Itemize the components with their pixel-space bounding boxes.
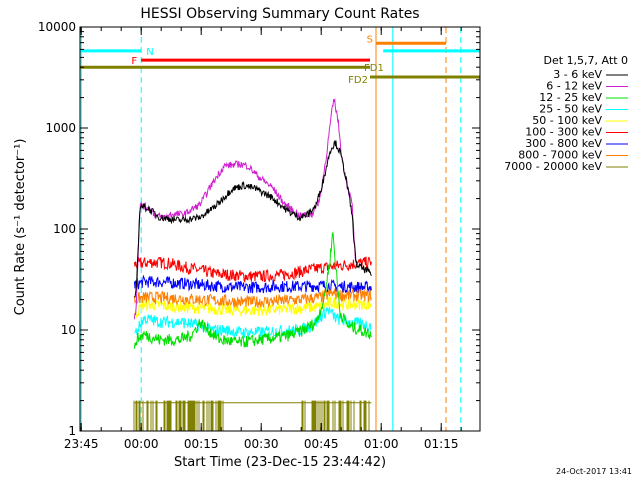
x-tick-label-0: 23:45 bbox=[64, 437, 99, 451]
y-tick-label-4: 10000 bbox=[38, 20, 76, 34]
spike-range-1 bbox=[301, 400, 370, 431]
x-tick-label-5: 01:00 bbox=[364, 437, 399, 451]
spike-range-0 bbox=[133, 400, 224, 431]
series-line-7 bbox=[133, 287, 372, 309]
series-line-6 bbox=[133, 274, 372, 294]
plot-axes: 23:45 00:00 00:15 00:30 00:45 01:00 01:15 1 10 10… bbox=[38, 20, 481, 451]
y-tick-label-1: 10 bbox=[61, 323, 76, 337]
x-axis-label: Start Time (23-Dec-15 23:44:42) bbox=[174, 455, 386, 470]
chart-title: HESSI Observing Summary Count Rates bbox=[140, 6, 419, 22]
legend-label-5: 100 - 300 keV bbox=[525, 126, 602, 139]
y-axis-label: Count Rate (s⁻¹ detector⁻¹) bbox=[13, 139, 28, 316]
legend-label-4: 50 - 100 keV bbox=[532, 114, 602, 127]
vertical-markers bbox=[80, 27, 462, 431]
annotation-label-1: F bbox=[131, 56, 137, 67]
legend-label-8: 7000 - 20000 keV bbox=[504, 160, 602, 173]
y-tick-label-0: 1 bbox=[68, 424, 76, 438]
series-line-5 bbox=[133, 256, 372, 283]
plot-frame bbox=[79, 26, 481, 432]
x-tick-label-4: 00:45 bbox=[304, 437, 339, 451]
legend-label-0: 3 - 6 keV bbox=[553, 68, 602, 81]
spike-band bbox=[133, 400, 370, 431]
x-tick-label-3: 00:30 bbox=[244, 437, 279, 451]
legend-label-2: 12 - 25 keV bbox=[539, 91, 602, 104]
annotation-label-0: N bbox=[146, 47, 153, 58]
legend-label-1: 6 - 12 keV bbox=[546, 80, 602, 93]
legend-title: Det 1,5,7, Att 0 bbox=[544, 54, 628, 67]
series-line-4 bbox=[133, 296, 372, 319]
x-tick-label-2: 00:15 bbox=[184, 437, 219, 451]
x-tick-label-6: 01:15 bbox=[424, 437, 459, 451]
annotation-label-3: FD2 bbox=[348, 75, 368, 86]
series-line-2 bbox=[133, 231, 372, 349]
annotation-label-4: S bbox=[367, 34, 373, 45]
legend-label-7: 800 - 7000 keV bbox=[518, 149, 602, 162]
y-tick-label-2: 100 bbox=[53, 222, 76, 236]
x-tick-label-1: 00:00 bbox=[124, 437, 159, 451]
footer-date: 24-Oct-2017 13:41 bbox=[556, 467, 632, 476]
legend-label-6: 300 - 800 keV bbox=[525, 137, 602, 150]
series-lines bbox=[133, 97, 372, 404]
legend-label-3: 25 - 50 keV bbox=[539, 103, 602, 116]
series-line-1 bbox=[133, 97, 357, 320]
annotation-label-2: FD1 bbox=[364, 63, 384, 74]
series-line-0 bbox=[134, 139, 372, 299]
series-line-3 bbox=[134, 306, 372, 339]
y-tick-label-3: 1000 bbox=[45, 121, 76, 135]
